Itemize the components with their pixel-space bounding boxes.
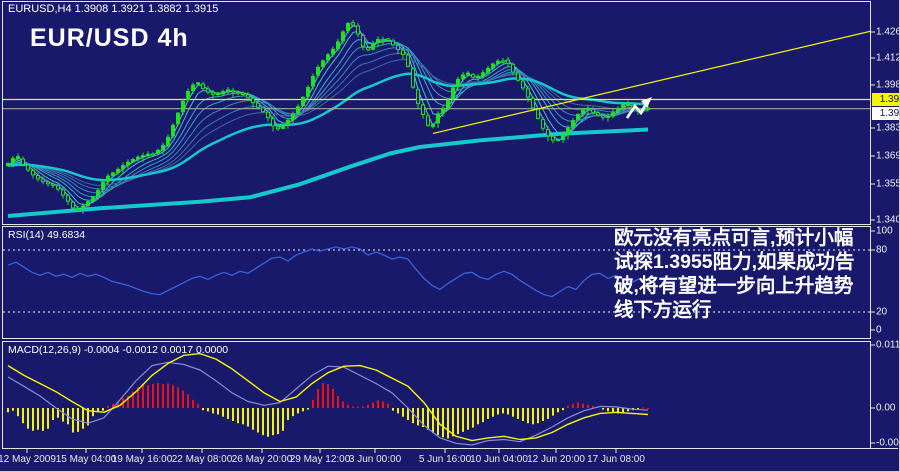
time-axis-label: 29 May 12:00	[289, 454, 351, 465]
time-axis-label: 12 May 2009	[0, 454, 56, 465]
annotation-line: 线下方运行	[614, 299, 712, 321]
price-axis-label: 1.3695	[876, 150, 899, 162]
page-title: EUR/USD 4h	[30, 24, 189, 52]
slow-ma-line	[7, 127, 649, 218]
time-axis-label: 3 Jun 00:00	[348, 454, 402, 465]
price-axis-label: 1.3405	[876, 214, 899, 226]
macd-signal-line	[7, 352, 649, 442]
time-axis-label: 19 May 16:00	[111, 454, 173, 465]
current-price-badge: 1.3915	[872, 107, 899, 120]
macd-panel-plot	[7, 352, 649, 446]
price-axis-label: 1.3550	[876, 178, 899, 190]
resistance-price-badge: 1.3957	[872, 93, 899, 106]
time-axis-label: 10 Jun 04:00	[470, 454, 528, 465]
price-axis-label: 1.3980	[876, 79, 899, 91]
annotation-line: 破,将有望进一步向上升趋势	[614, 275, 854, 297]
rsi-line	[7, 246, 649, 298]
time-axis-label: 5 Jun 16:00	[418, 454, 472, 465]
time-axis-label: 15 May 04:00	[55, 454, 117, 465]
arrow-up-icon	[625, 97, 652, 119]
time-scale-line	[2, 448, 898, 449]
macd-histogram	[7, 383, 649, 439]
rsi-indicator-header: RSI(14) 49.6834	[8, 229, 86, 241]
time-axis-label: 17 Jun 08:00	[587, 454, 645, 465]
price-axis-label: 1.3835	[876, 122, 899, 134]
quote-header: EURUSD,H4 1.3908 1.3921 1.3882 1.3915	[8, 3, 219, 15]
ema-medium-line	[7, 72, 649, 182]
macd-line	[7, 361, 649, 446]
annotation-line: 欧元没有亮点可言,预计小幅	[614, 227, 854, 249]
rising-trendline	[432, 30, 870, 134]
time-axis-label: 12 Jun 20:00	[527, 454, 585, 465]
macd-indicator-header: MACD(12,26,9) -0.0004 -0.0012 0.0017 0.0…	[8, 344, 229, 356]
price-axis-label: 1.4265	[876, 26, 899, 38]
candles-layer	[6, 20, 650, 214]
macd-axis-label: -0.0079	[876, 437, 899, 449]
rsi-axis-label: 100	[876, 225, 893, 237]
annotation-line: 试探1.3955阻力,如果成功告	[614, 251, 855, 273]
rsi-axis-label: 20	[876, 306, 888, 318]
time-axis-label: 22 May 08:00	[171, 454, 233, 465]
price-panel-plot	[3, 20, 870, 218]
rsi-panel-plot	[3, 246, 870, 313]
time-axis-label: 26 May 20:00	[231, 454, 293, 465]
price-axis-label: 1.4125	[876, 52, 899, 64]
rsi-axis-label: 80	[876, 244, 888, 256]
analysis-annotation: 欧元没有亮点可言,预计小幅 试探1.3955阻力,如果成功告 破,将有望进一步向…	[614, 226, 898, 322]
macd-axis-label: 0.00	[876, 402, 896, 414]
macd-axis-label: 0.0115	[876, 339, 900, 351]
rsi-axis-label: 0	[876, 324, 882, 336]
